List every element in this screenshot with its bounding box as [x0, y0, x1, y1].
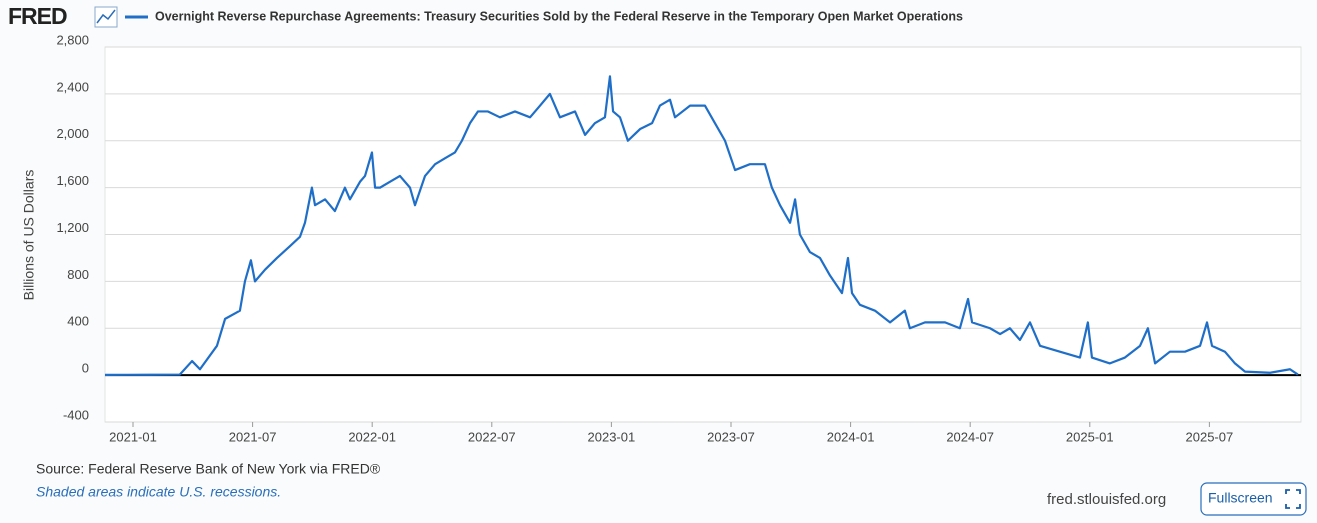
y-tick-label: 1,200 [56, 220, 89, 235]
y-tick-label: 2,800 [56, 32, 89, 47]
fullscreen-button[interactable]: Fullscreen [1200, 482, 1307, 516]
logo-icon [94, 6, 118, 28]
x-tick-label: 2022-07 [468, 429, 516, 444]
x-tick-label: 2023-01 [588, 429, 636, 444]
recession-note: Shaded areas indicate U.S. recessions. [36, 484, 281, 500]
x-tick-label: 2025-07 [1186, 429, 1234, 444]
source: Source: Federal Reserve Bank of New York… [36, 461, 381, 477]
x-tick-label: 2025-01 [1066, 429, 1114, 444]
x-tick-label: 2021-01 [109, 429, 157, 444]
y-tick-label: 800 [67, 267, 89, 282]
y-axis-title: Billions of US Dollars [21, 170, 37, 301]
y-tick-label: 1,600 [56, 173, 89, 188]
x-tick-label: 2024-07 [946, 429, 994, 444]
x-tick-label: 2023-07 [707, 429, 755, 444]
y-tick-label: 2,400 [56, 79, 89, 94]
logo: FRED [8, 3, 67, 29]
x-tick-label: 2021-07 [229, 429, 277, 444]
y-tick-label: 0 [82, 361, 89, 376]
button-label[interactable]: Fullscreen [1208, 490, 1273, 506]
x-tick-label: 2022-01 [348, 429, 396, 444]
y-tick-label: 2,000 [56, 126, 89, 141]
legend-label: Overnight Reverse Repurchase Agreements:… [155, 9, 963, 23]
y-tick-label: 400 [67, 314, 89, 329]
y-tick-label: -400 [63, 407, 89, 422]
site-url: fred.stlouisfed.org [1047, 491, 1166, 508]
x-tick-label: 2024-01 [827, 429, 875, 444]
series-line [104, 75, 1299, 376]
